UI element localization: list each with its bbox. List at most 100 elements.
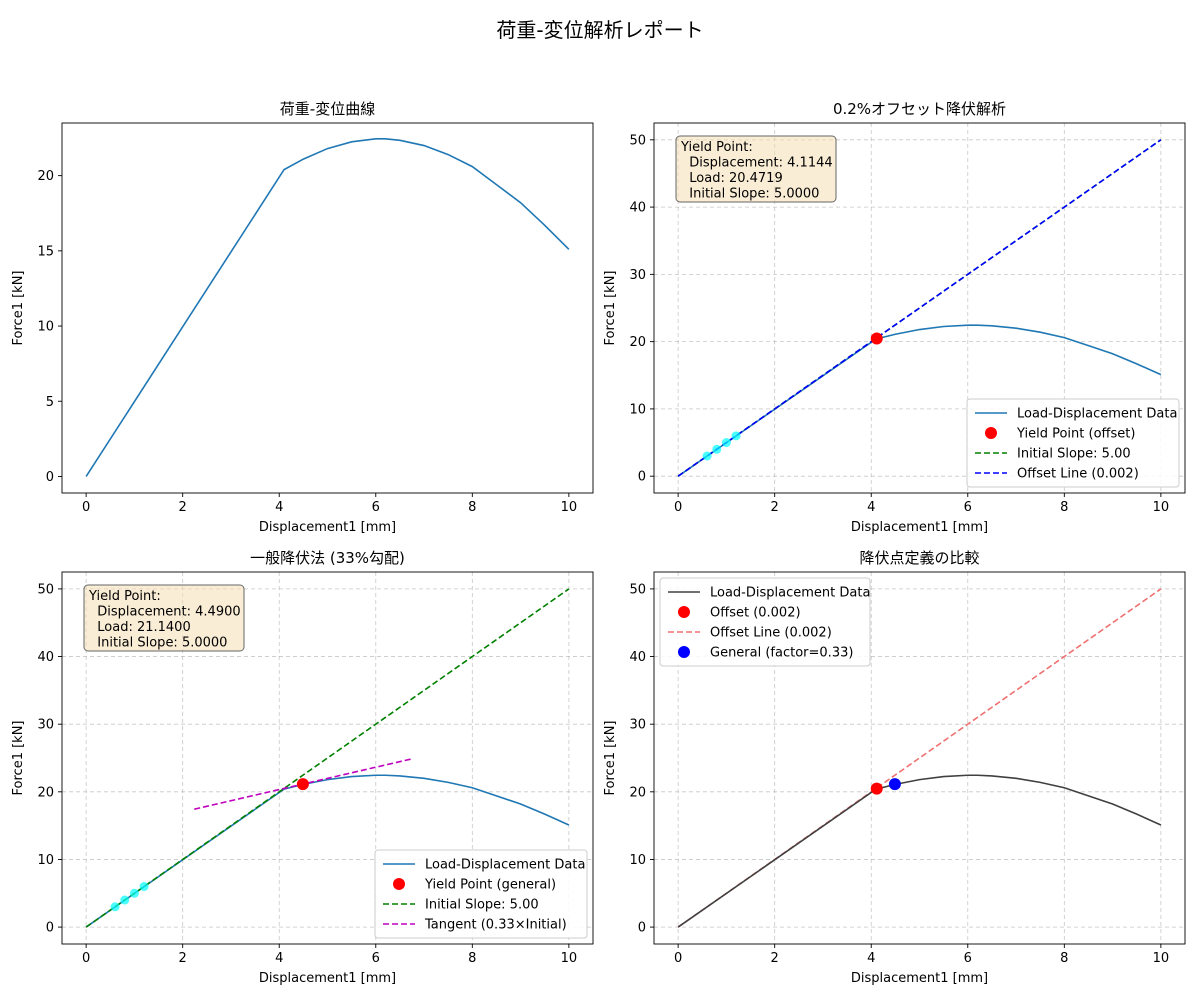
x-tick-label: 4 xyxy=(275,500,283,515)
x-tick-label: 10 xyxy=(1153,951,1170,966)
x-tick-label: 6 xyxy=(372,951,380,966)
yield-marker xyxy=(888,778,901,791)
dashed-line xyxy=(677,588,1162,928)
legend-label: General (factor=0.33) xyxy=(710,646,853,661)
subplot-title: 一般降伏法 (33%勾配) xyxy=(250,549,405,567)
fit-point xyxy=(721,438,731,448)
axes-frame xyxy=(61,571,594,945)
legend: Load-Displacement Data Offset (0.002) Offs… xyxy=(659,577,871,667)
fit-point xyxy=(110,902,120,912)
subplot-4: 0 2 4 6 8 10 0 10 20 30 40 50 降伏点定義の比較 Displacement1 … xyxy=(603,549,1186,986)
y-tick-label: 5 xyxy=(46,395,54,410)
y-tick-label: 30 xyxy=(629,718,646,733)
y-tick-label: 20 xyxy=(629,785,646,800)
annotation-line: Yield Point: xyxy=(88,589,161,604)
fit-point xyxy=(139,882,149,892)
legend: Load-Displacement Data Yield Point (gener… xyxy=(374,849,588,939)
annotation-line: Displacement: 4.1144 xyxy=(681,156,833,171)
annotation-line: Yield Point: xyxy=(680,140,753,155)
subplot-3: 0 2 4 6 8 10 0 10 20 30 40 50 一般降伏法 (33%勾配) Displacem… xyxy=(11,549,594,986)
y-tick-label: 50 xyxy=(629,133,646,148)
legend-label: Offset (0.002) xyxy=(710,606,801,621)
x-tick-label: 2 xyxy=(771,500,779,515)
yield-marker xyxy=(870,782,883,795)
y-tick-label: 40 xyxy=(629,201,646,216)
plot-area xyxy=(85,137,570,477)
y-tick-label: 50 xyxy=(629,582,646,597)
annotation-line: Initial Slope: 5.0000 xyxy=(89,636,227,651)
y-tick-label: 40 xyxy=(629,650,646,665)
x-tick-label: 4 xyxy=(867,951,875,966)
legend-label: Yield Point (general) xyxy=(424,878,556,893)
annotation-line: Displacement: 4.4900 xyxy=(89,605,241,620)
legend-frame xyxy=(659,577,871,667)
x-tick-label: 4 xyxy=(867,500,875,515)
fit-point xyxy=(712,444,722,454)
x-axis-label: Displacement1 [mm] xyxy=(259,520,396,535)
x-tick-label: 2 xyxy=(179,500,187,515)
y-tick-label: 30 xyxy=(37,718,54,733)
y-tick-label: 10 xyxy=(629,402,646,417)
y-tick-label: 0 xyxy=(46,921,54,936)
legend-frame xyxy=(374,849,588,939)
legend-label: Initial Slope: 5.00 xyxy=(1017,447,1131,462)
y-tick-label: 0 xyxy=(638,470,646,485)
subplot-title: 0.2%オフセット降伏解析 xyxy=(833,100,1006,118)
axes-frame xyxy=(653,122,1186,494)
y-tick-label: 0 xyxy=(46,470,54,485)
y-axis-label: Force1 [kN] xyxy=(603,721,618,796)
yield-marker xyxy=(870,332,883,345)
legend-label: Load-Displacement Data xyxy=(425,858,585,873)
x-tick-label: 0 xyxy=(82,500,90,515)
legend-marker xyxy=(985,427,997,439)
x-tick-label: 8 xyxy=(468,951,476,966)
y-tick-label: 20 xyxy=(37,169,54,184)
figure-title: 荷重-変位解析レポート xyxy=(496,18,704,42)
plot-area xyxy=(677,588,1162,928)
y-tick-label: 30 xyxy=(629,268,646,283)
x-axis-label: Displacement1 [mm] xyxy=(259,971,396,986)
yield-marker xyxy=(296,778,309,791)
x-tick-label: 6 xyxy=(964,500,972,515)
legend-marker xyxy=(678,646,690,658)
x-tick-label: 10 xyxy=(561,951,578,966)
dashed-line xyxy=(677,139,1162,477)
x-tick-label: 0 xyxy=(674,500,682,515)
y-tick-label: 15 xyxy=(37,244,54,259)
annotation-box xyxy=(675,135,837,203)
legend-marker xyxy=(393,878,405,890)
legend-label: Initial Slope: 5.00 xyxy=(425,898,539,913)
legend-label: Tangent (0.33×Initial) xyxy=(424,918,567,933)
x-axis-label: Displacement1 [mm] xyxy=(851,971,988,986)
annotation-line: Load: 21.1400 xyxy=(89,620,191,635)
dashed-line xyxy=(85,588,570,928)
y-tick-label: 10 xyxy=(37,853,54,868)
annotation-box xyxy=(83,584,245,652)
legend-label: Offset Line (0.002) xyxy=(710,626,832,641)
legend-label: Load-Displacement Data xyxy=(1017,407,1177,422)
y-tick-label: 0 xyxy=(638,921,646,936)
plot-area xyxy=(85,588,570,928)
annotation-line: Initial Slope: 5.0000 xyxy=(681,187,819,202)
legend: Load-Displacement Data Yield Point (offse… xyxy=(966,398,1180,488)
x-tick-label: 4 xyxy=(275,951,283,966)
fit-point xyxy=(731,431,741,441)
plot-area xyxy=(677,139,1162,477)
x-tick-label: 8 xyxy=(1060,951,1068,966)
y-tick-label: 20 xyxy=(37,785,54,800)
x-tick-label: 10 xyxy=(561,500,578,515)
subplot-2: 0 2 4 6 8 10 0 10 20 30 40 50 0.2%オフセット降伏解析 Displacem… xyxy=(603,100,1186,535)
axes-frame xyxy=(61,122,594,494)
x-axis-label: Displacement1 [mm] xyxy=(851,520,988,535)
annotation-line: Load: 20.4719 xyxy=(681,171,783,186)
legend-label: Offset Line (0.002) xyxy=(1017,467,1139,482)
x-tick-label: 10 xyxy=(1153,500,1170,515)
x-tick-label: 0 xyxy=(674,951,682,966)
y-tick-label: 10 xyxy=(37,320,54,335)
fit-point xyxy=(120,895,130,905)
subplot-title: 荷重-変位曲線 xyxy=(280,100,375,118)
x-tick-label: 2 xyxy=(771,951,779,966)
legend-label: Yield Point (offset) xyxy=(1016,427,1135,442)
y-axis-label: Force1 [kN] xyxy=(11,721,26,796)
